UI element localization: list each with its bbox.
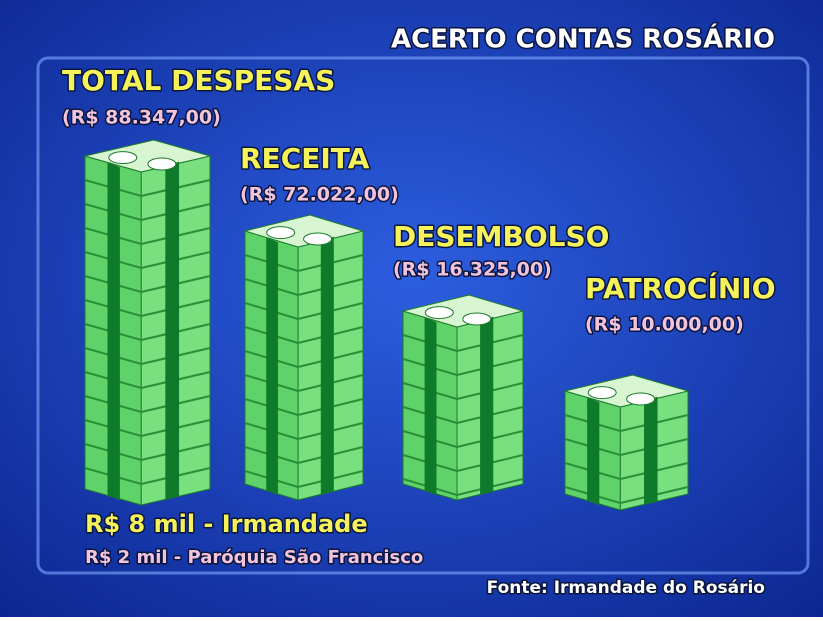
stack-band <box>107 162 120 501</box>
source: Fonte: Irmandade do Rosário <box>487 578 765 598</box>
item-label: RECEITA <box>240 142 370 175</box>
stack-top <box>401 294 525 328</box>
item-label: PATROCÍNIO <box>585 271 776 305</box>
bill-emblem <box>108 151 138 165</box>
item-amount: (R$ 16.325,00) <box>393 259 552 281</box>
bill-emblem <box>303 232 333 246</box>
stack-top <box>83 139 212 173</box>
note: R$ 8 mil - Irmandade <box>85 510 368 538</box>
stack-band <box>587 397 600 506</box>
note: R$ 2 mil - Paróquia São Francisco <box>85 547 423 568</box>
stack-band <box>165 161 180 500</box>
stacks <box>83 139 690 511</box>
stack-band <box>320 236 334 495</box>
stack-top <box>243 214 365 248</box>
bill-emblem <box>147 157 177 171</box>
bill-emblem <box>424 306 454 320</box>
title: ACERTO CONTAS ROSÁRIO <box>391 23 775 55</box>
stack-band <box>644 396 658 505</box>
item-amount: (R$ 88.347,00) <box>62 107 221 129</box>
stack-band <box>266 237 278 496</box>
bill-emblem <box>462 312 492 326</box>
item-label: DESEMBOLSO <box>393 220 609 253</box>
bill-emblem <box>626 392 656 406</box>
stack-band <box>480 316 494 495</box>
item-amount: (R$ 72.022,00) <box>240 184 399 206</box>
item-label: TOTAL DESPESAS <box>62 64 335 97</box>
bill-emblem <box>587 386 617 400</box>
frame <box>36 56 810 575</box>
bill-emblem <box>266 226 296 240</box>
item-amount: (R$ 10.000,00) <box>585 314 744 336</box>
stack-top <box>563 374 690 408</box>
stack-band <box>424 317 437 496</box>
